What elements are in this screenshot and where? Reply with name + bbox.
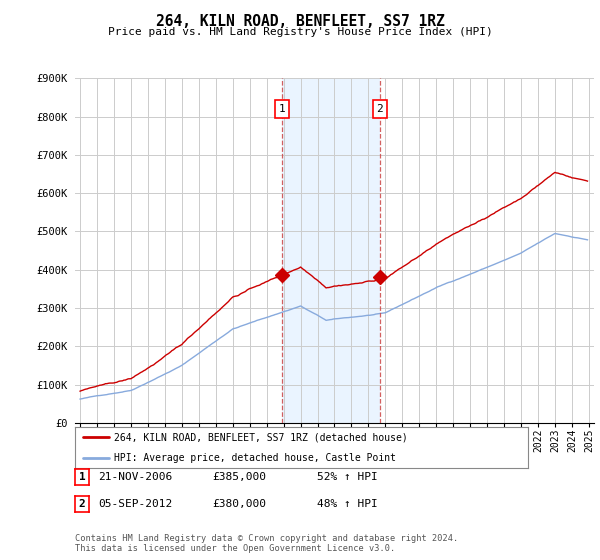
Text: 1: 1 [79, 472, 86, 482]
Text: 1: 1 [278, 104, 285, 114]
Text: HPI: Average price, detached house, Castle Point: HPI: Average price, detached house, Cast… [113, 452, 395, 463]
Text: 2: 2 [79, 499, 86, 509]
Bar [282, 78, 380, 423]
Text: 48% ↑ HPI: 48% ↑ HPI [317, 499, 377, 509]
Text: Contains HM Land Registry data © Crown copyright and database right 2024.
This d: Contains HM Land Registry data © Crown c… [75, 534, 458, 553]
Text: £385,000: £385,000 [212, 472, 266, 482]
Text: 52% ↑ HPI: 52% ↑ HPI [317, 472, 377, 482]
Text: £380,000: £380,000 [212, 499, 266, 509]
Text: 264, KILN ROAD, BENFLEET, SS7 1RZ (detached house): 264, KILN ROAD, BENFLEET, SS7 1RZ (detac… [113, 432, 407, 442]
Text: Price paid vs. HM Land Registry's House Price Index (HPI): Price paid vs. HM Land Registry's House … [107, 27, 493, 37]
Text: 05-SEP-2012: 05-SEP-2012 [98, 499, 172, 509]
Text: 264, KILN ROAD, BENFLEET, SS7 1RZ: 264, KILN ROAD, BENFLEET, SS7 1RZ [155, 14, 445, 29]
Text: 21-NOV-2006: 21-NOV-2006 [98, 472, 172, 482]
Text: 2: 2 [376, 104, 383, 114]
